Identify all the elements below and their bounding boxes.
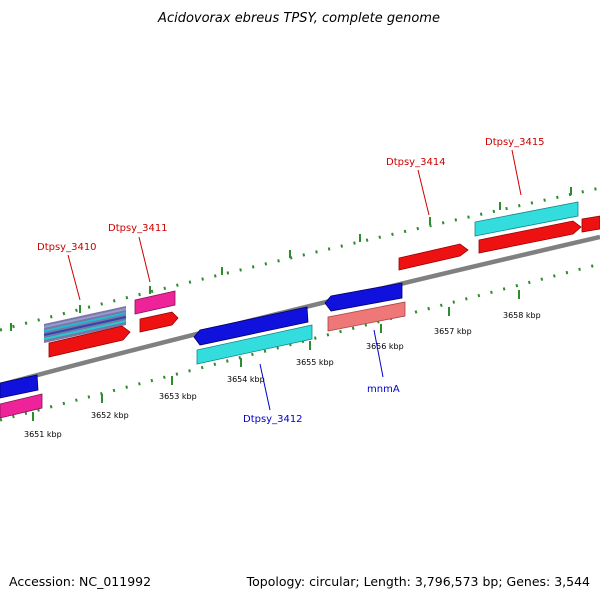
scale-label: 3658 kbp xyxy=(503,311,541,320)
gene-magenta[interactable] xyxy=(0,393,43,419)
gene-red-arrow[interactable] xyxy=(139,311,179,333)
gene-label[interactable]: Dtpsy_3412 xyxy=(243,414,303,425)
gene-red-arrow[interactable] xyxy=(48,325,131,358)
gene-stripe xyxy=(43,308,127,328)
scale-label: 3655 kbp xyxy=(296,358,334,367)
gene-salmon[interactable] xyxy=(327,301,406,332)
scale-label: 3657 kbp xyxy=(434,327,472,336)
scale-label: 3653 kbp xyxy=(159,392,197,401)
reverse-strand-genes xyxy=(0,282,406,419)
gene-blue-arrow[interactable] xyxy=(324,282,403,312)
scale-labels: 3651 kbp 3652 kbp 3653 kbp 3654 kbp 3655… xyxy=(24,311,541,439)
gene-label[interactable]: Dtpsy_3411 xyxy=(108,223,168,234)
map-title: Acidovorax ebreus TPSY, complete genome xyxy=(157,11,440,26)
gene-stripe xyxy=(43,312,127,332)
scale-label: 3654 kbp xyxy=(227,375,265,384)
gene-red-arrow[interactable] xyxy=(478,220,582,254)
gene-label[interactable]: mnmA xyxy=(367,384,400,395)
gene-stripe xyxy=(43,316,127,336)
gene-red[interactable] xyxy=(581,215,600,233)
scale-label: 3656 kbp xyxy=(366,342,404,351)
upper-tick-track xyxy=(0,186,600,332)
leader-line xyxy=(259,363,271,411)
label-leaders xyxy=(67,149,522,411)
gene-label[interactable]: Dtpsy_3414 xyxy=(386,157,446,168)
gene-stripe xyxy=(43,320,127,340)
gene-cyan[interactable] xyxy=(474,201,579,237)
accession-text: Accession: NC_011992 xyxy=(9,574,152,589)
leader-line xyxy=(511,149,522,196)
gene-labels: Dtpsy_3410 Dtpsy_3411 Dtpsy_3414 Dtpsy_3… xyxy=(37,137,545,425)
leader-line xyxy=(67,254,81,301)
genome-summary-text: Topology: circular; Length: 3,796,573 bp… xyxy=(246,574,590,589)
gene-blue[interactable] xyxy=(0,374,39,399)
forward-strand-genes xyxy=(43,201,600,358)
gene-cyan[interactable] xyxy=(196,324,313,365)
leader-line xyxy=(417,169,430,216)
gene-label[interactable]: Dtpsy_3415 xyxy=(485,137,545,148)
gene-blue-arrow[interactable] xyxy=(193,306,309,346)
scale-label: 3652 kbp xyxy=(91,411,129,420)
gene-magenta[interactable] xyxy=(134,290,176,315)
scale-label: 3651 kbp xyxy=(24,430,62,439)
lower-major-ticks xyxy=(32,290,520,421)
gene-label[interactable]: Dtpsy_3410 xyxy=(37,242,97,253)
leader-line xyxy=(138,236,151,283)
upper-major-ticks xyxy=(10,187,572,331)
gene-red-arrow[interactable] xyxy=(398,243,469,271)
leader-line xyxy=(373,329,384,378)
lower-tick-track xyxy=(0,262,600,422)
